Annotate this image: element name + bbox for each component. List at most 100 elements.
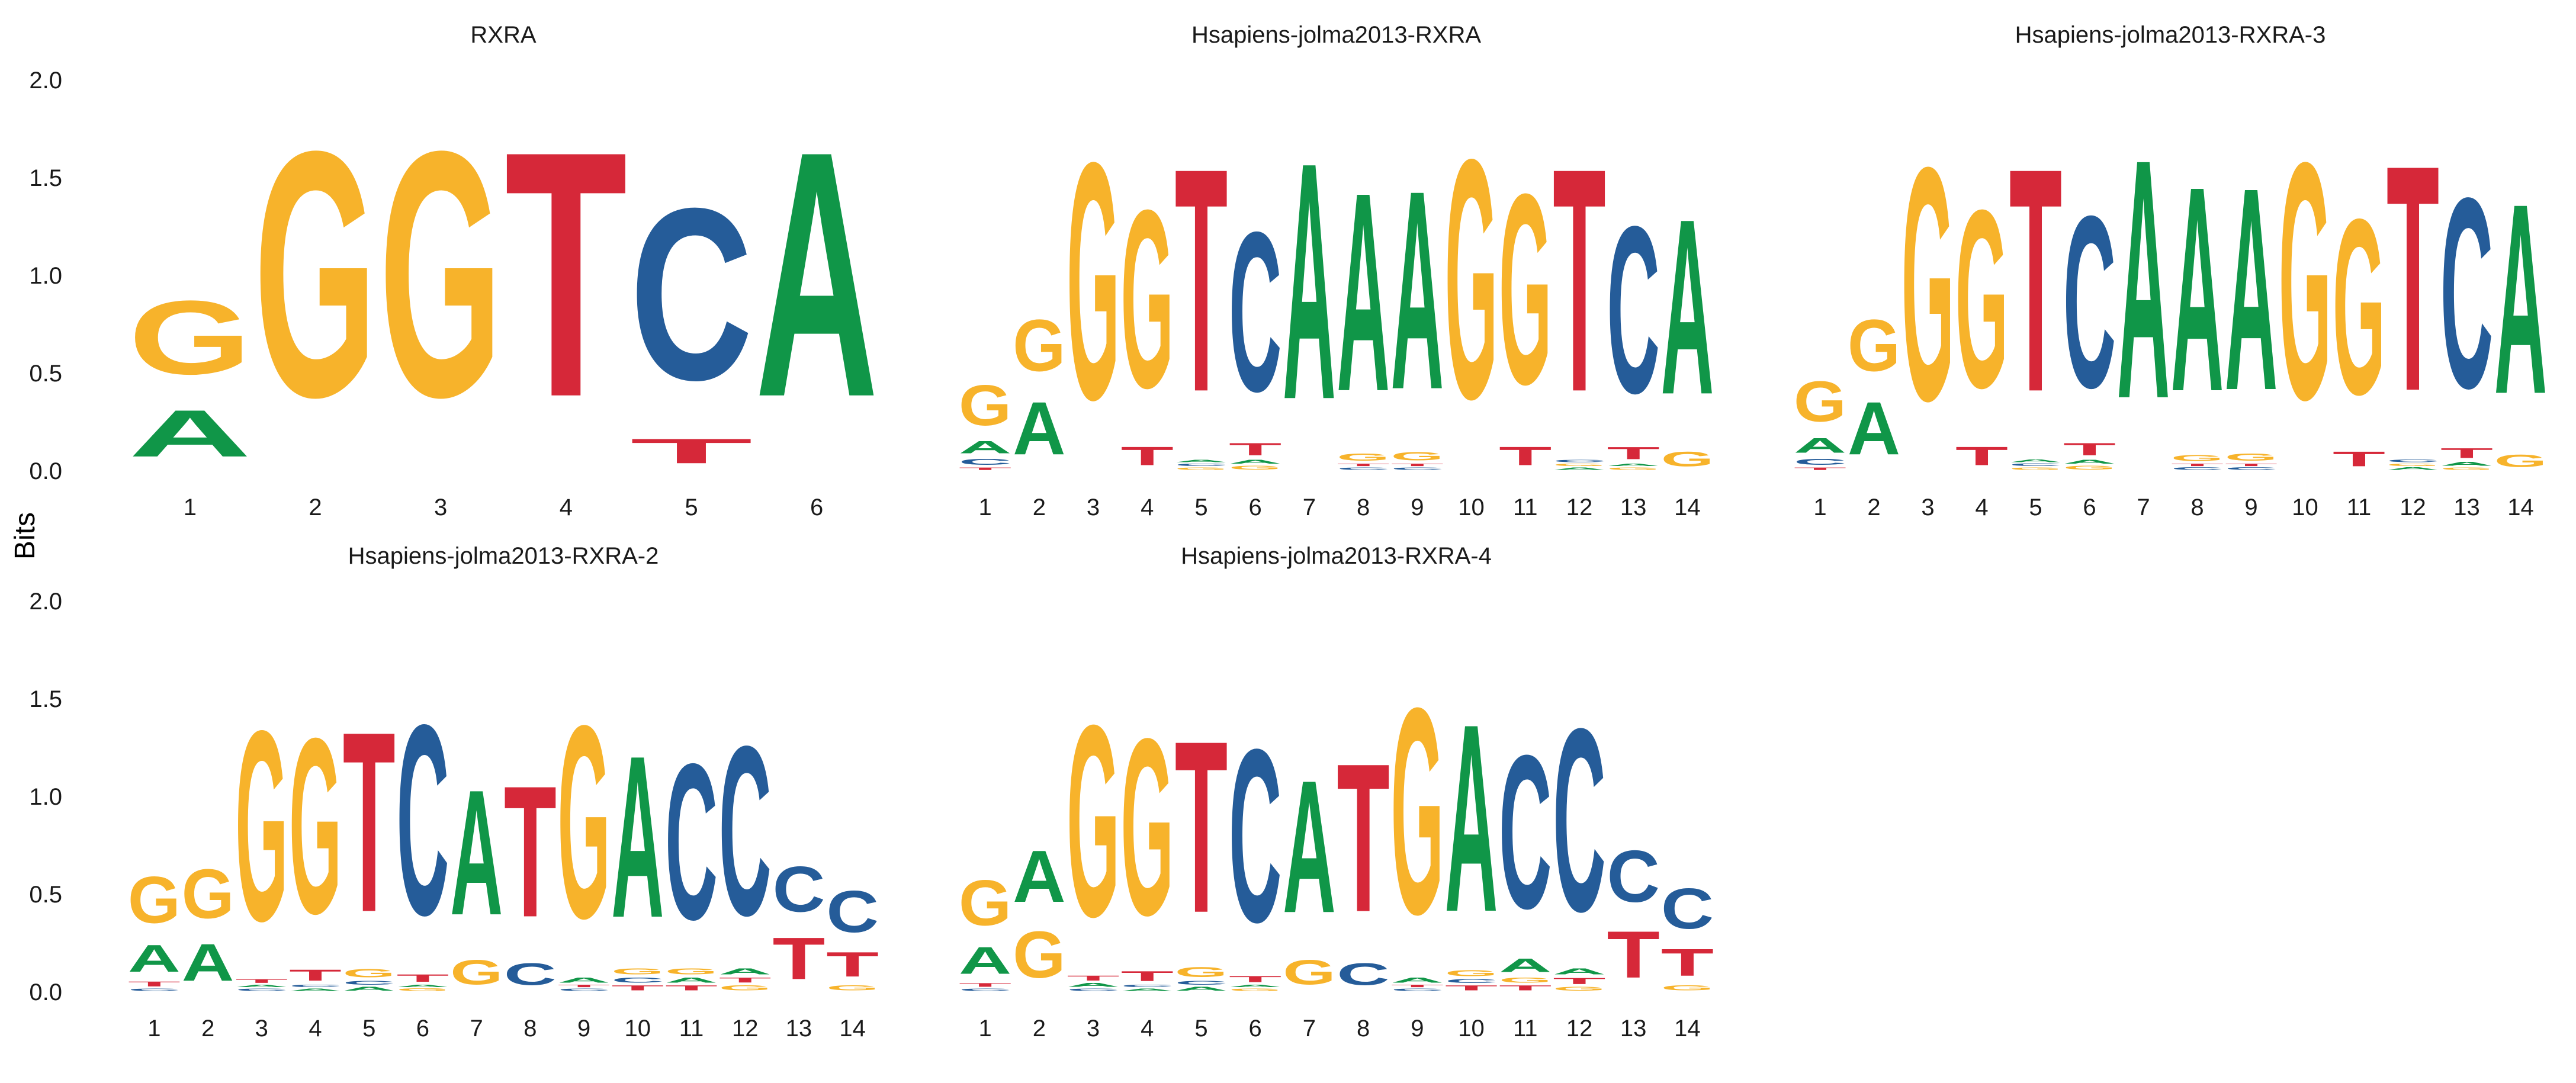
logo-letter-A: A — [1391, 132, 1444, 449]
x-tick-label: 6 — [416, 1015, 429, 1042]
logo-letter-T: T — [128, 980, 181, 988]
logo-letter-A: A — [2117, 89, 2170, 470]
y-tick-label: 0.5 — [29, 882, 62, 908]
logo-letter-G: G — [611, 966, 664, 976]
x-tick-label: 3 — [255, 1015, 268, 1042]
logo-letter-G: G — [1445, 88, 1498, 470]
y-tick-label: 2.0 — [29, 589, 62, 615]
x-tick-label: 11 — [1513, 1015, 1538, 1042]
logo-letter-G: G — [1013, 918, 1065, 992]
logo-letter-A: A — [289, 988, 342, 992]
logo-letter-G: G — [182, 855, 235, 933]
x-tick-label: 9 — [1411, 1015, 1424, 1042]
logo-letter-C: C — [630, 157, 753, 432]
logo-letter-T: T — [772, 925, 825, 992]
logo-letter-T: T — [505, 79, 627, 470]
panel-title: Hsapiens-jolma2013-RXRA-4 — [1181, 543, 1492, 569]
logo-letter-A: A — [611, 708, 664, 966]
logo-letter-G: G — [450, 953, 503, 992]
panel-title: RXRA — [470, 22, 536, 48]
x-tick-label: 11 — [679, 1015, 704, 1042]
logo-letter-C: C — [343, 980, 396, 986]
logo-letter-T: T — [1121, 441, 1174, 471]
logo-letter-T: T — [2225, 463, 2278, 467]
logo-letter-G: G — [343, 966, 396, 980]
x-tick-label: 9 — [2244, 494, 2257, 520]
logo-letter-A: A — [1337, 134, 1389, 451]
logo-letter-T: T — [1337, 463, 1389, 467]
logo-letter-A: A — [1794, 434, 1846, 457]
logo-letter-A: A — [182, 933, 235, 992]
logo-letter-G: G — [396, 988, 449, 992]
logo-letter-T: T — [1445, 984, 1498, 992]
logo-letter-T: T — [2063, 439, 2116, 459]
logo-letter-G: G — [1661, 984, 1714, 992]
logo-letter-T: T — [1499, 441, 1552, 471]
logo-letter-G: G — [1229, 465, 1281, 471]
logo-letter-C: C — [2171, 467, 2224, 471]
logo-letter-C: C — [2440, 142, 2493, 445]
logo-letter-G: G — [1794, 369, 1846, 433]
x-tick-label: 6 — [2083, 494, 2096, 520]
logo-letter-C: C — [504, 957, 557, 992]
logo-letter-G: G — [235, 673, 288, 977]
logo-letter-T: T — [1067, 974, 1119, 982]
x-tick-label: 10 — [1458, 1015, 1485, 1042]
x-tick-label: 9 — [1411, 494, 1424, 520]
x-tick-label: 13 — [1620, 494, 1647, 520]
logo-letter-G: G — [1391, 647, 1444, 976]
x-tick-label: 7 — [1303, 1015, 1316, 1042]
logo-panel: Hsapiens-jolma2013-RXRATCAG1AG2G3TG4GCAT… — [959, 22, 1714, 520]
x-tick-label: 1 — [978, 494, 991, 520]
logo-letter-T: T — [2171, 463, 2224, 467]
logo-letter-C: C — [959, 988, 1011, 992]
logo-letter-C: C — [128, 988, 181, 992]
logo-letter-C: C — [719, 696, 772, 966]
logo-letter-G: G — [1661, 448, 1714, 471]
logo-letter-G: G — [558, 668, 611, 975]
logo-letter-A: A — [128, 937, 181, 980]
logo-letter-A: A — [665, 976, 718, 984]
panel-title: Hsapiens-jolma2013-RXRA — [1191, 22, 1481, 48]
logo-letter-G: G — [128, 863, 181, 937]
logo-letter-T: T — [1607, 444, 1659, 463]
logo-letter-C: C — [611, 976, 664, 984]
y-tick-label: 1.0 — [29, 263, 62, 289]
logo-letter-T: T — [719, 976, 772, 984]
logo-letter-C: C — [1607, 836, 1659, 918]
logo-letter-A: A — [1283, 92, 1335, 470]
x-tick-label: 3 — [1921, 494, 1934, 520]
logo-letter-T: T — [2333, 447, 2385, 471]
logo-letter-G: G — [1607, 467, 1659, 471]
x-tick-label: 14 — [2507, 494, 2534, 520]
logo-panel: Hsapiens-jolma2013-RXRA-4CTAG1GA2CATG3AC… — [959, 543, 1714, 1042]
x-tick-label: 6 — [1249, 494, 1262, 520]
logo-letter-T: T — [611, 984, 664, 992]
logo-letter-C: C — [1445, 978, 1498, 984]
x-tick-label: 5 — [1194, 1015, 1207, 1042]
logo-letter-G: G — [959, 866, 1011, 939]
logo-letter-A: A — [2440, 461, 2493, 467]
logo-letter-A: A — [343, 986, 396, 992]
logo-letter-G: G — [1121, 157, 1174, 441]
logo-letter-C: C — [2063, 165, 2116, 439]
x-tick-label: 8 — [1357, 494, 1370, 520]
x-tick-label: 4 — [1141, 1015, 1154, 1042]
logo-letter-A: A — [1175, 459, 1228, 463]
x-tick-label: 1 — [147, 1015, 160, 1042]
x-tick-label: 5 — [685, 494, 698, 520]
logo-letter-A: A — [1553, 966, 1605, 976]
x-tick-label: 12 — [732, 1015, 759, 1042]
logo-letter-G: G — [254, 79, 377, 470]
y-tick-label: 1.0 — [29, 784, 62, 810]
logo-letter-G: G — [1067, 92, 1119, 470]
logo-letter-G: G — [1175, 965, 1228, 981]
logo-letter-A: A — [2009, 459, 2062, 463]
logo-letter-T: T — [959, 982, 1011, 988]
logo-letter-G: G — [959, 372, 1011, 438]
panel-title: Hsapiens-jolma2013-RXRA-2 — [348, 543, 659, 569]
logo-letter-T: T — [2387, 98, 2439, 458]
logo-letter-G: G — [129, 279, 251, 397]
logo-letter-G: G — [2009, 467, 2062, 471]
x-tick-label: 13 — [786, 1015, 812, 1042]
